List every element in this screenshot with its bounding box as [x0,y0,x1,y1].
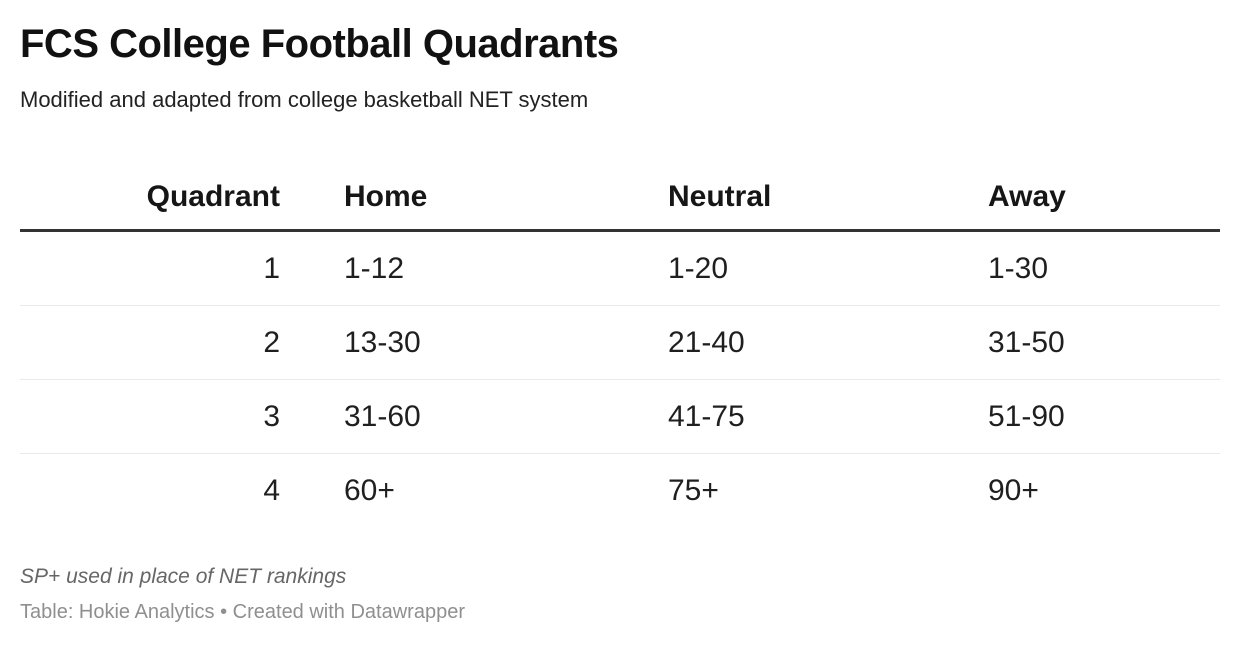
table-footnote: SP+ used in place of NET rankings [20,565,347,588]
table-row: 3 31-60 41-75 51-90 [20,379,1220,454]
cell-home: 60+ [344,473,395,507]
cell-away: 1-30 [924,230,1220,306]
table-body: 1 1-12 1-20 1-30 2 13-30 21-40 31-50 3 3… [20,230,1220,528]
cell-neutral: 41-75 [604,379,924,454]
cell-neutral: 75+ [668,473,719,507]
column-header-quadrant: Quadrant [20,164,280,232]
column-header-neutral: Neutral [604,164,924,232]
quadrants-table: Quadrant Home Neutral Away 1 1-12 1-20 1… [20,164,1220,527]
table-row: 2 13-30 21-40 31-50 [20,305,1220,380]
cell-neutral: 1-20 [604,230,924,306]
cell-quadrant: 3 [20,379,280,454]
table-row: 4 60+ 75+ 90+ [20,454,1220,528]
cell-neutral: 21-40 [604,305,924,380]
cell-away: 51-90 [924,379,1220,454]
attribution-line: Table: Hokie Analytics • Created with Da… [20,601,465,623]
cell-quadrant: 4 [263,473,280,507]
table-header: Quadrant Home Neutral Away [20,164,1220,232]
column-header-away: Away [924,164,1220,232]
table-header-row: Quadrant Home Neutral Away [20,164,1220,232]
cell-quadrant: 1 [20,230,280,306]
chart-subtitle: Modified and adapted from college basket… [20,87,589,112]
cell-home: 1-12 [280,230,604,306]
column-header-home: Home [280,164,604,232]
table-row: 1 1-12 1-20 1-30 [20,230,1220,306]
cell-home: 13-30 [280,305,604,380]
cell-away: 90+ [988,473,1039,507]
cell-home: 31-60 [280,379,604,454]
cell-away: 31-50 [924,305,1220,380]
page-title: FCS College Football Quadrants [20,22,619,66]
cell-quadrant: 2 [20,305,280,380]
